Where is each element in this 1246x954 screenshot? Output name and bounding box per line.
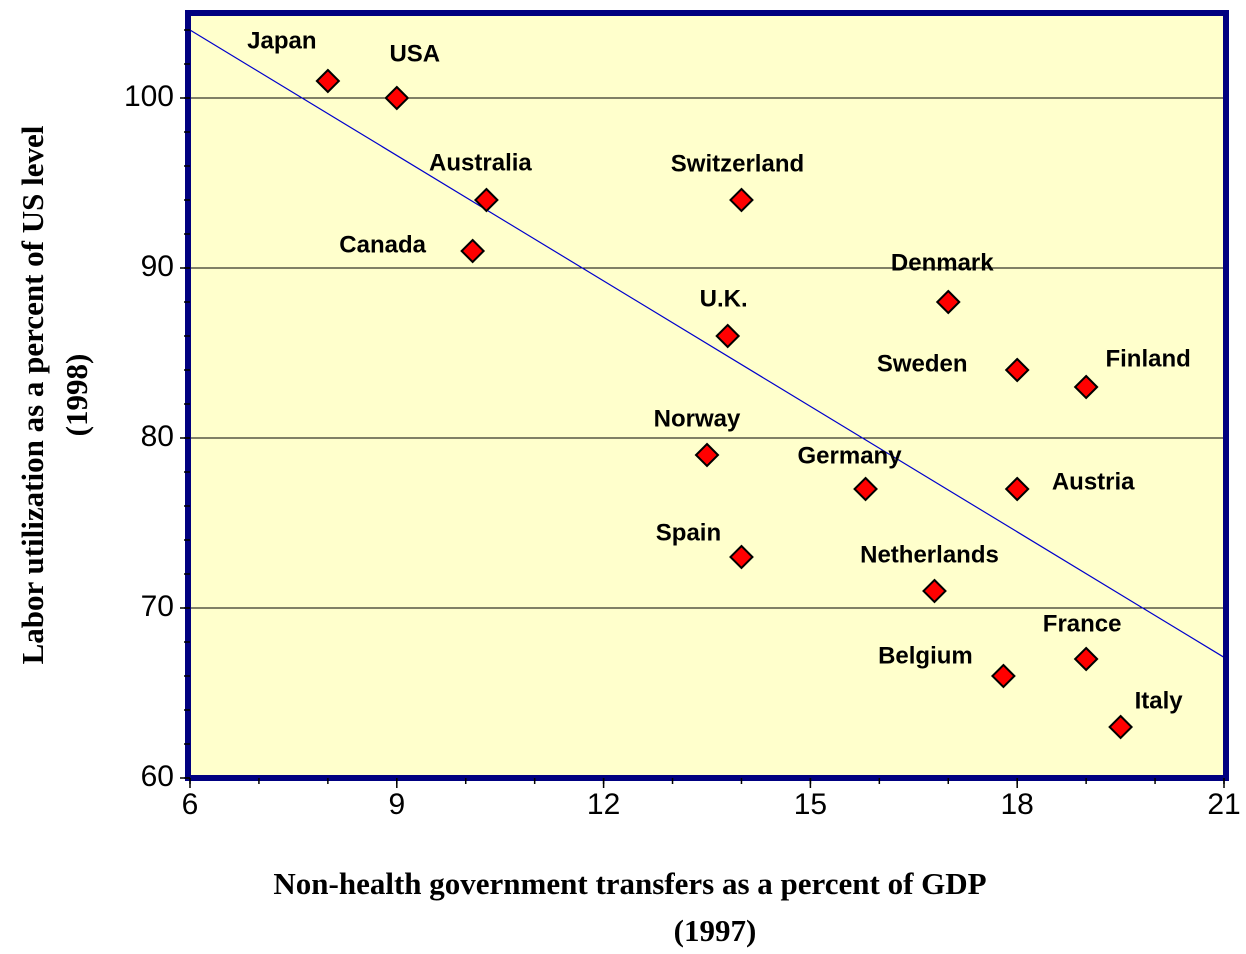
point (1108, 714, 1134, 740)
point (315, 68, 341, 94)
point-label: Sweden (877, 350, 968, 377)
point (694, 442, 720, 468)
x-tick-label: 9 (388, 788, 405, 821)
point (1073, 374, 1099, 400)
point-label: Japan (247, 27, 316, 54)
point-label: USA (389, 40, 440, 67)
x-tick-label: 15 (794, 788, 827, 821)
point-label: Norway (654, 405, 741, 432)
y-tick-label: 80 (141, 420, 174, 453)
y-tick-label: 60 (141, 760, 174, 793)
x-tick-label: 21 (1207, 788, 1240, 821)
point-label: Spain (656, 519, 721, 546)
x-tick-label: 18 (1001, 788, 1034, 821)
point (460, 238, 486, 264)
point (384, 85, 410, 111)
point (715, 323, 741, 349)
point-label: France (1043, 610, 1122, 637)
point-label: Netherlands (860, 541, 999, 568)
plot-background (188, 13, 1226, 778)
point-label: Switzerland (671, 150, 804, 177)
y-axis-title: (1998) (59, 354, 94, 437)
point (990, 663, 1016, 689)
y-axis-title: Labor utilization as a percent of US lev… (15, 125, 50, 664)
point (853, 476, 878, 502)
x-tick-label: 12 (587, 788, 620, 821)
point-label: Belgium (878, 642, 973, 669)
point-label: Italy (1135, 687, 1184, 714)
x-tick-label: 6 (182, 788, 199, 821)
point (1004, 357, 1030, 383)
point-label: Finland (1105, 345, 1190, 372)
point-label: Denmark (891, 249, 994, 276)
point (729, 187, 754, 213)
point-label: U.K. (700, 285, 748, 312)
trendline (189, 29, 1225, 658)
point (729, 544, 754, 570)
y-tick-label: 100 (124, 80, 174, 113)
point-label: Canada (339, 231, 426, 258)
point (922, 578, 947, 604)
point (935, 289, 961, 315)
point-label: Austria (1052, 468, 1135, 495)
x-axis-title: (1997) (674, 913, 757, 948)
y-tick-label: 70 (141, 590, 174, 623)
plot-frame (185, 10, 1229, 781)
point-label: Australia (429, 149, 532, 176)
point-label: Germany (798, 442, 903, 469)
point (473, 187, 499, 213)
point (1004, 476, 1030, 502)
y-tick-label: 90 (141, 250, 174, 283)
point (1073, 646, 1099, 672)
x-axis-title: Non-health government transfers as a per… (273, 866, 986, 901)
